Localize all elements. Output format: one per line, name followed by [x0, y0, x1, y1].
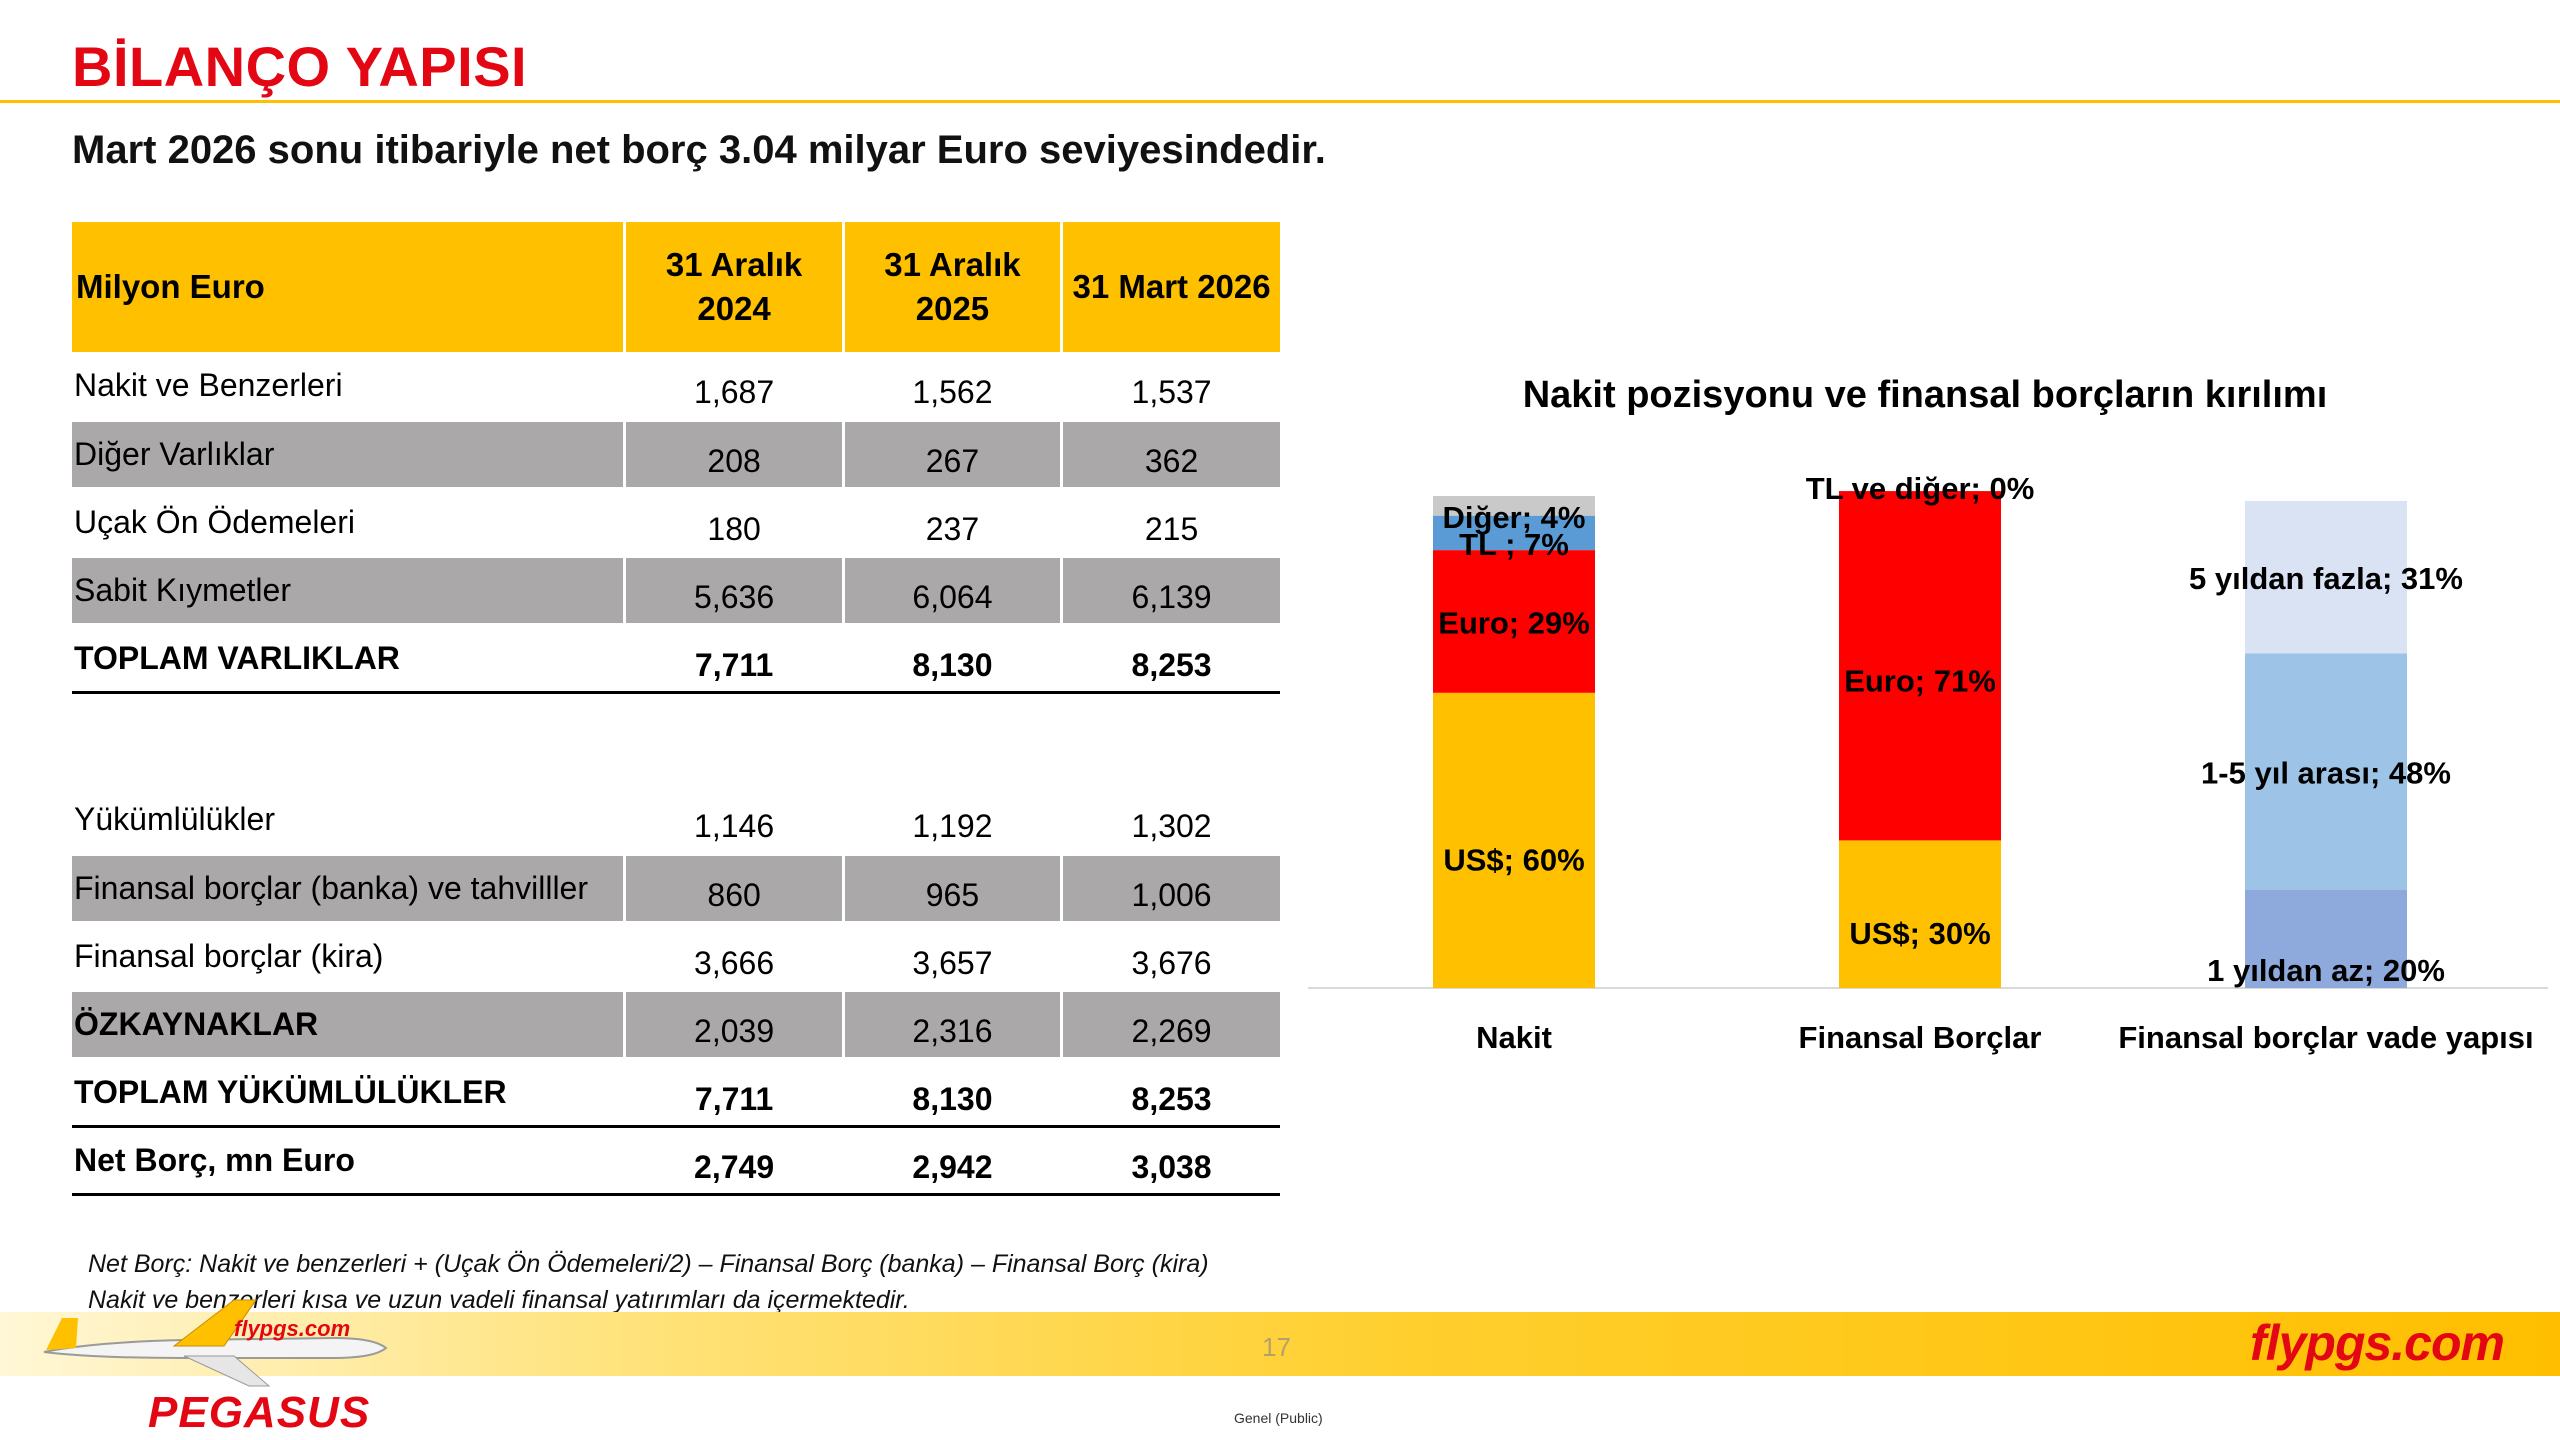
cell: 208: [624, 418, 845, 490]
cell: 2,039: [624, 988, 845, 1060]
cell: 180: [624, 488, 845, 556]
cell: 2,269: [1061, 988, 1280, 1060]
row-label: ÖZKAYNAKLAR: [72, 988, 627, 1060]
cell: 8,253: [1061, 624, 1280, 694]
cell: 965: [843, 852, 1064, 924]
header-col-2024: 31 Aralık 2024: [624, 222, 845, 352]
bar-segment: [1433, 692, 1595, 988]
data-label: 5 yıldan fazla; 31%: [2189, 561, 2463, 596]
cell: 1,006: [1061, 852, 1280, 924]
airplane-logo-icon: flypgs.com: [43, 1299, 388, 1387]
bar-segment: [1433, 496, 1595, 516]
data-label: TL ; 7%: [1459, 527, 1569, 562]
brand-url: flypgs.com: [2250, 1315, 2505, 1371]
category-label: Finansal Borçlar: [1799, 1020, 2042, 1055]
table-row-net-debt: Net Borç, mn Euro 2,749 2,942 3,038: [72, 1126, 1280, 1196]
row-label: Diğer Varlıklar: [72, 418, 627, 490]
cell: 7,711: [624, 1058, 845, 1128]
cell: 1,562: [843, 352, 1064, 420]
cell: 3,666: [624, 922, 845, 990]
data-label: US$; 60%: [1443, 842, 1584, 877]
table-row-equity: ÖZKAYNAKLAR 2,039 2,316 2,269: [72, 988, 1280, 1060]
cell: 1,537: [1131, 373, 1212, 410]
page-number: 17: [1262, 1332, 1291, 1362]
row-label: TOPLAM VARLIKLAR: [72, 624, 627, 694]
footer-band: [0, 1312, 2560, 1376]
data-label: Diğer; 4%: [1443, 500, 1586, 535]
brand-logo-text: PEGASUS: [148, 1388, 371, 1437]
cell: 2,942: [843, 1126, 1064, 1196]
cell: 237: [843, 488, 1064, 556]
row-label: Finansal borçlar (kira): [72, 922, 627, 990]
classification-label: Genel (Public): [1234, 1410, 1323, 1426]
cell: 2,749: [624, 1126, 845, 1196]
table-row: Yükümlülükler 1,146 1,192 1,302: [72, 786, 1280, 854]
cell: 1,146: [624, 786, 845, 854]
table-row: Sabit Kıymetler 5,636 6,064 6,139: [72, 554, 1280, 626]
cell: 3,038: [1061, 1126, 1280, 1196]
header-col-2025: 31 Aralık 2025: [843, 222, 1064, 352]
chart-title: Nakit pozisyonu ve finansal borçların kı…: [1522, 374, 2328, 416]
data-label: US$; 30%: [1849, 916, 1990, 951]
row-label: Sabit Kıymetler: [72, 554, 627, 626]
footnote: Net Borç: Nakit ve benzerleri + (Uçak Ön…: [88, 1246, 1209, 1318]
cell: 2,316: [843, 988, 1064, 1060]
header-label: Milyon Euro: [72, 222, 627, 352]
table-row: Uçak Ön Ödemeleri 180 237 215: [72, 488, 1280, 556]
row-label: Nakit ve Benzerleri: [72, 352, 627, 420]
svg-text:flypgs.com: flypgs.com: [234, 1316, 350, 1341]
bar-segment: [1839, 840, 2001, 988]
cell: 7,711: [624, 624, 845, 694]
bar-segment: [1433, 515, 1595, 551]
row-label: Yükümlülükler: [72, 786, 627, 854]
cell: 1,192: [843, 786, 1064, 854]
data-label: Euro; 29%: [1438, 605, 1590, 640]
bar-segment: [1433, 550, 1595, 693]
cell: 8,130: [843, 624, 1064, 694]
table-row: Finansal borçlar (banka) ve tahvilller 8…: [72, 852, 1280, 924]
data-label: TL ve diğer; 0%: [1806, 471, 2035, 506]
cell: 8,130: [843, 1058, 1064, 1128]
cell: 3,676: [1131, 944, 1212, 981]
cell: 6,139: [1061, 554, 1280, 626]
cell: 6,064: [843, 554, 1064, 626]
category-label: Nakit: [1476, 1020, 1552, 1055]
bar-segment: [2245, 500, 2407, 654]
table-row: Finansal borçlar (kira) 3,666 3,657 3,67…: [72, 922, 1280, 990]
title-divider: [0, 100, 2560, 103]
stacked-bar-chart: US$; 60% Euro; 29% TL ; 7%Diğer; 4% Nakit US…: [1308, 471, 2548, 1055]
footnote-line-1: Net Borç: Nakit ve benzerleri + (Uçak Ön…: [88, 1250, 1209, 1278]
cell: 5,636: [624, 554, 845, 626]
category-label: Finansal borçlar vade yapısı: [2118, 1020, 2533, 1055]
cell: 860: [624, 852, 845, 924]
data-label: 1-5 yıl arası; 48%: [2201, 756, 2451, 791]
data-label: 1 yıldan az; 20%: [2207, 953, 2445, 988]
cell: 1,687: [624, 352, 845, 420]
table-row: Diğer Varlıklar 208 267 362: [72, 418, 1280, 490]
row-label: TOPLAM YÜKÜMLÜLÜKLER: [72, 1058, 627, 1128]
table-row-total-assets: TOPLAM VARLIKLAR 7,711 8,130 8,253: [72, 624, 1280, 694]
cell: 362: [1061, 418, 1280, 490]
row-label: Finansal borçlar (banka) ve tahvilller: [72, 852, 627, 924]
table-row: Nakit ve Benzerleri 1,687 1,562 1,537: [72, 352, 1280, 420]
header-col-2026: 31 Mart 2026: [1061, 222, 1280, 352]
table-spacer: [72, 692, 1280, 786]
data-label: Euro; 71%: [1844, 664, 1996, 699]
cell: 215: [1144, 510, 1199, 547]
row-label: Net Borç, mn Euro: [72, 1126, 627, 1196]
cell: 8,253: [1061, 1058, 1280, 1128]
cell: 267: [843, 418, 1064, 490]
cell: 1,302: [1131, 807, 1212, 844]
page-title: BİLANÇO YAPISI: [72, 35, 528, 98]
cell: 3,657: [843, 922, 1064, 990]
page-subtitle: Mart 2026 sonu itibariyle net borç 3.04 …: [72, 128, 1326, 172]
table-header-row: Milyon Euro 31 Aralık 2024 31 Aralık 202…: [72, 222, 1280, 352]
bar-segment: [2245, 889, 2407, 988]
balance-sheet-table: Milyon Euro 31 Aralık 2024 31 Aralık 202…: [72, 222, 1280, 1196]
row-label: Uçak Ön Ödemeleri: [72, 488, 627, 556]
bar-segment: [2245, 653, 2407, 890]
bar-segment: [1839, 491, 2001, 841]
table-row-total-liabilities: TOPLAM YÜKÜMLÜLÜKLER 7,711 8,130 8,253: [72, 1058, 1280, 1128]
